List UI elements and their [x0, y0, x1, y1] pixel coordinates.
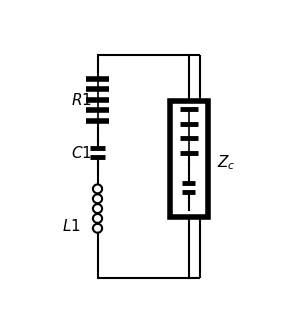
Text: $Z_c$: $Z_c$: [217, 153, 236, 172]
Text: $L1$: $L1$: [62, 218, 81, 234]
Bar: [170, 101, 208, 217]
Text: $C1$: $C1$: [72, 145, 92, 161]
Text: $R1$: $R1$: [72, 92, 92, 108]
